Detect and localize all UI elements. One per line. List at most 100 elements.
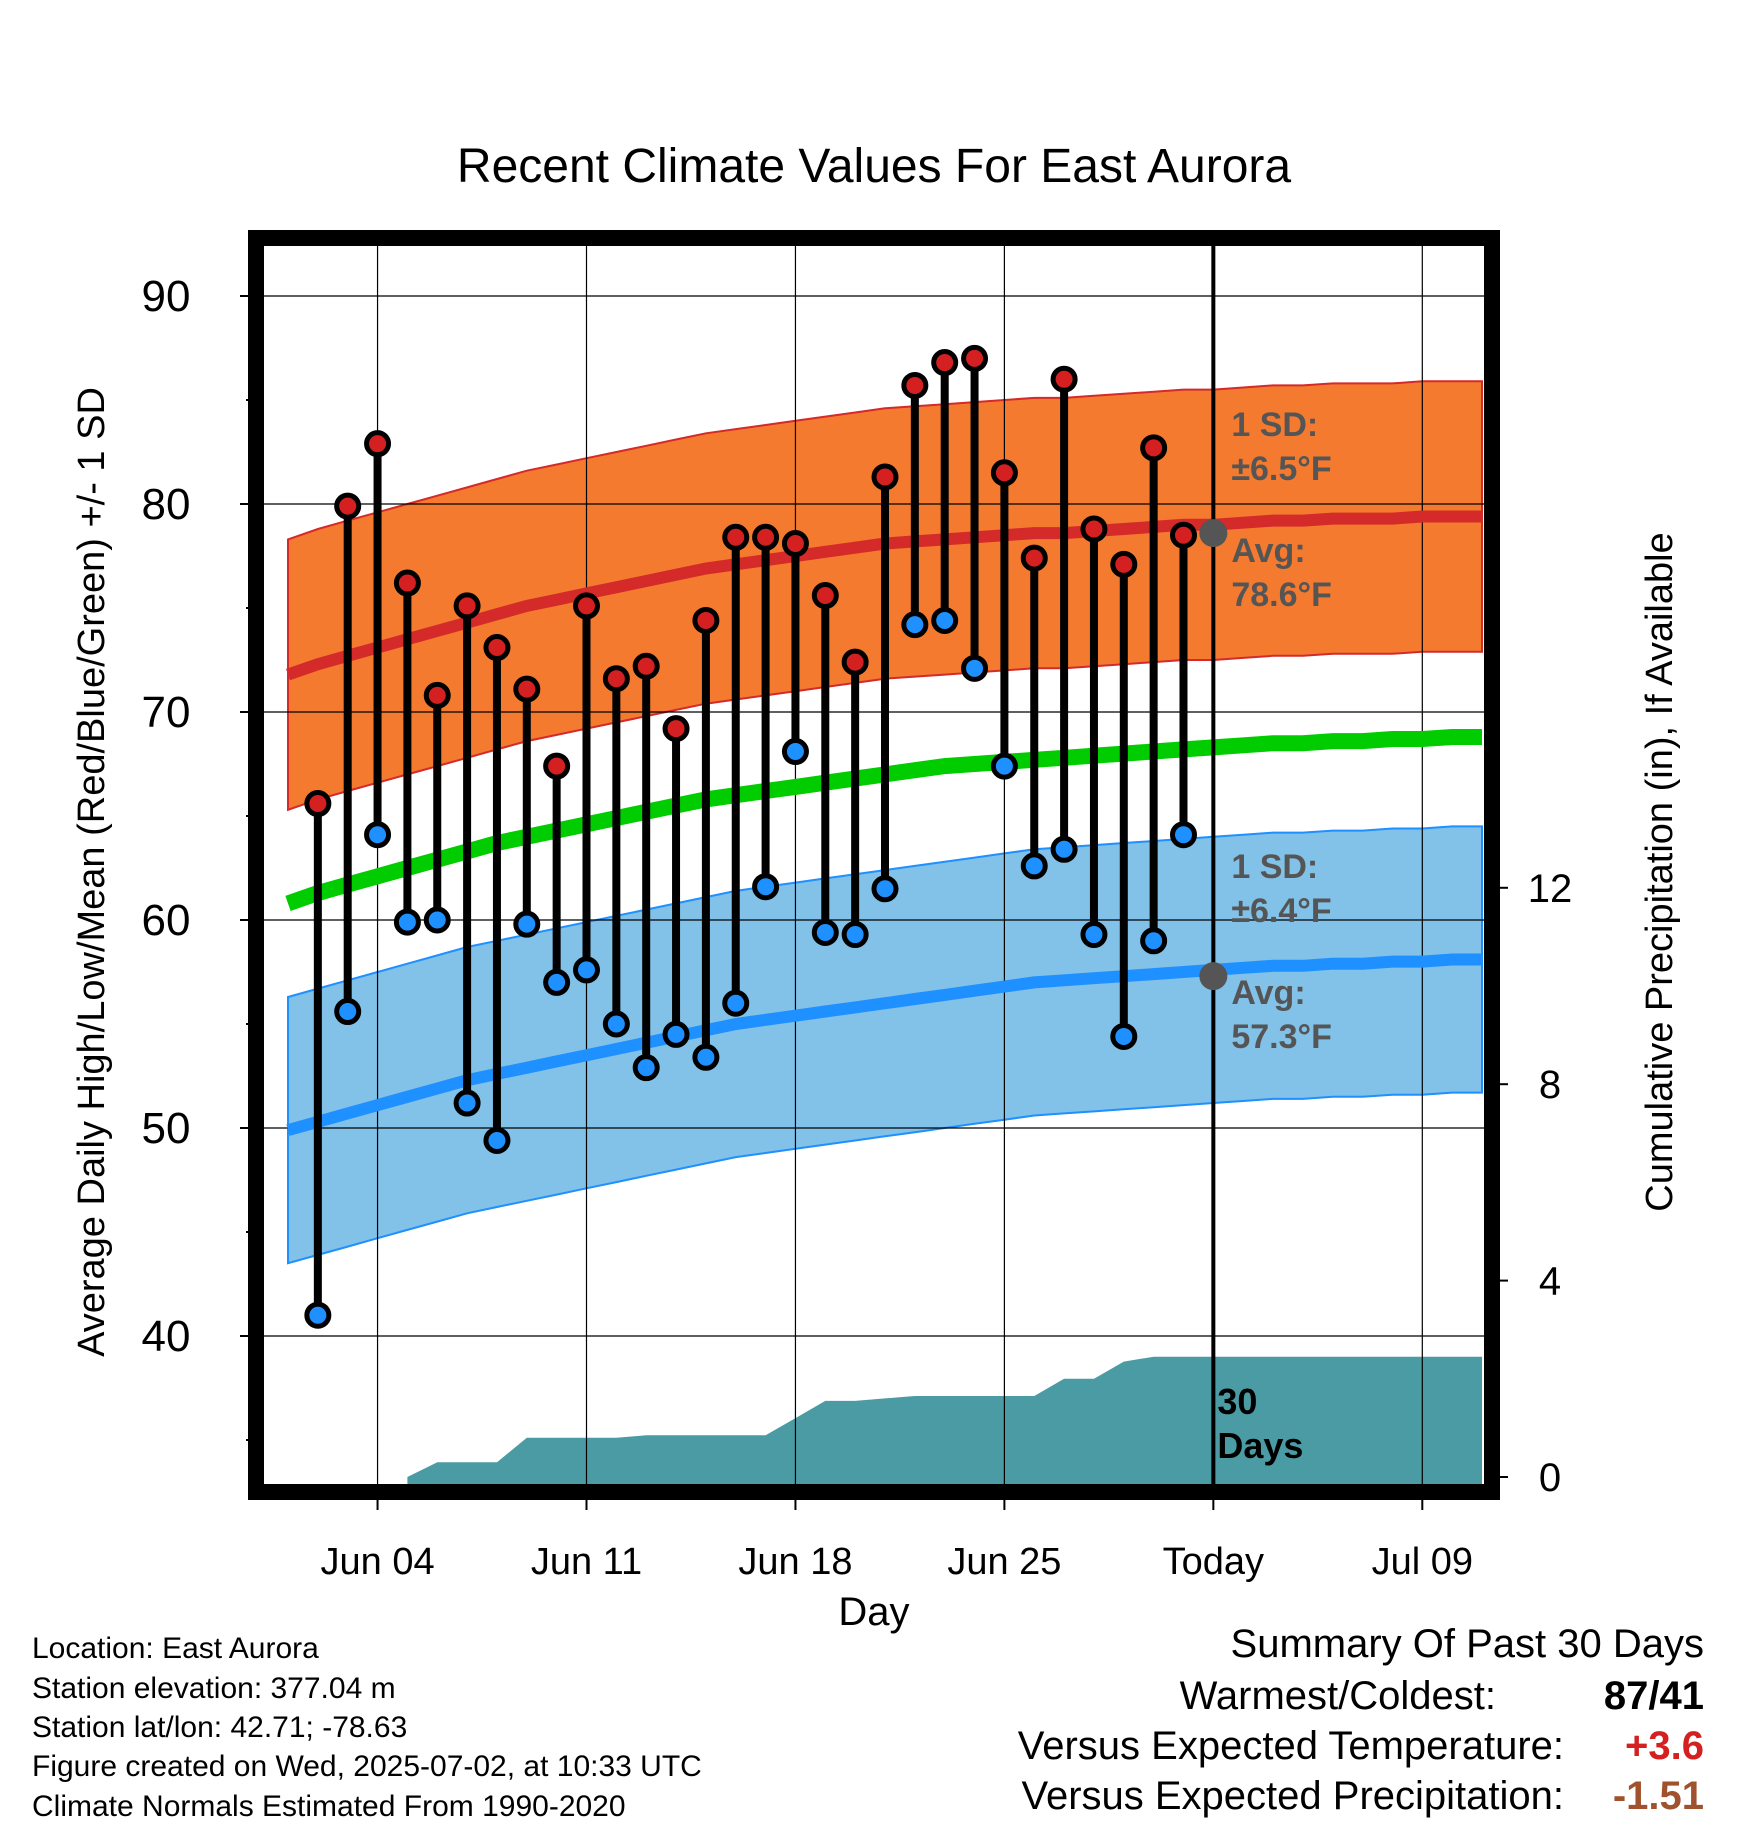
- observed-low-point: [1080, 921, 1108, 949]
- low-sd-value: ±6.4°F: [1231, 892, 1331, 930]
- observed-low-point: [722, 989, 750, 1017]
- y2-tick-label: 4: [1539, 1260, 1561, 1304]
- summary-warmest-value: 87/41: [1603, 1674, 1704, 1718]
- observed-low-point: [931, 606, 959, 634]
- observed-low-point: [543, 968, 571, 996]
- summary-precip-value: -1.51: [1612, 1774, 1704, 1818]
- observed-high-point: [662, 715, 690, 743]
- observed-low-point: [990, 752, 1018, 780]
- y-tick-label: 40: [142, 1312, 191, 1361]
- observed-high-point: [304, 790, 332, 818]
- low-normal-line: [286, 953, 1482, 1136]
- observed-high-point: [632, 652, 660, 680]
- observed-high-point: [931, 349, 959, 377]
- high-sd-value: ±6.5°F: [1231, 450, 1331, 488]
- observed-high-point: [1170, 521, 1197, 549]
- observed-low-point: [781, 738, 809, 766]
- observed-high-point: [573, 592, 600, 620]
- info-elevation: Station elevation: 377.04 m: [32, 1672, 396, 1705]
- precip-area: [407, 1356, 1482, 1484]
- observed-high-point: [1140, 434, 1168, 462]
- high-avg-value: 78.6°F: [1231, 576, 1332, 614]
- today-high-avg-marker: [1199, 519, 1228, 548]
- observed-high-point: [901, 371, 929, 399]
- observed-low-point: [602, 1010, 630, 1038]
- summary-warmest-label: Warmest/Coldest:: [1179, 1674, 1496, 1718]
- observed-low-point: [1140, 927, 1168, 955]
- observed-high-point: [423, 681, 451, 709]
- y2-tick-label: 12: [1528, 867, 1573, 911]
- high-avg-title: Avg:: [1231, 532, 1305, 570]
- y-tick-label: 60: [142, 896, 191, 945]
- observed-high-point: [364, 430, 392, 458]
- observed-low-point: [1110, 1022, 1138, 1050]
- observed-low-point: [364, 821, 392, 849]
- summary-title: Summary Of Past 30 Days: [1230, 1622, 1704, 1666]
- today-low-avg-marker: [1199, 962, 1228, 991]
- info-location: Location: East Aurora: [32, 1632, 319, 1665]
- y-tick-label: 90: [142, 272, 191, 321]
- summary-temp-label: Versus Expected Temperature:: [1017, 1724, 1564, 1768]
- observed-high-point: [543, 752, 571, 780]
- high-sd-title: 1 SD:: [1231, 406, 1318, 444]
- observed-high-point: [1080, 515, 1108, 543]
- chart-title: Recent Climate Values For East Aurora: [457, 140, 1291, 193]
- observed-high-point: [483, 634, 511, 662]
- observed-low-point: [692, 1043, 720, 1071]
- y2-tick-label: 0: [1539, 1456, 1561, 1500]
- observed-high-point: [990, 459, 1018, 487]
- observed-high-point: [961, 344, 989, 372]
- observed-high-point: [871, 463, 899, 491]
- summary-precip-label: Versus Expected Precipitation:: [1021, 1774, 1564, 1818]
- observed-low-point: [871, 875, 899, 903]
- summary-temp-value: +3.6: [1625, 1724, 1704, 1768]
- observed-high-point: [453, 592, 481, 620]
- x-tick-label: Today: [1163, 1541, 1264, 1583]
- observed-high-point: [752, 523, 780, 551]
- plot-frame: [248, 230, 1500, 1500]
- x-tick-label: Jun 11: [531, 1541, 642, 1583]
- observed-low-point: [453, 1089, 481, 1117]
- observed-low-point: [513, 910, 541, 938]
- observed-high-point: [841, 648, 869, 676]
- low-avg-value: 57.3°F: [1231, 1018, 1332, 1056]
- observed-high-point: [513, 675, 541, 703]
- info-created: Figure created on Wed, 2025-07-02, at 10…: [32, 1750, 702, 1783]
- observed-low-point: [573, 956, 600, 984]
- observed-high-point: [1110, 550, 1138, 578]
- plot-inner: [264, 246, 1484, 1484]
- x-tick-label: Jun 04: [321, 1541, 435, 1583]
- observed-low-point: [393, 908, 421, 936]
- observed-low-point: [1020, 852, 1048, 880]
- observed-high-point: [692, 606, 720, 634]
- y-axis-label: Average Daily High/Low/Mean (Red/Blue/Gr…: [71, 387, 113, 1357]
- x-tick-label: Jun 18: [738, 1541, 852, 1583]
- info-normals: Climate Normals Estimated From 1990-2020: [32, 1790, 626, 1823]
- x-tick-label: Jun 25: [947, 1541, 1061, 1583]
- observed-high-point: [722, 523, 750, 551]
- observed-high-point: [811, 582, 839, 610]
- observed-low-point: [632, 1054, 660, 1082]
- observed-low-point: [841, 921, 869, 949]
- y-tick-label: 80: [142, 480, 191, 529]
- observed-low-point: [961, 654, 989, 682]
- x-tick-label: Jul 09: [1372, 1541, 1473, 1583]
- observed-low-point: [901, 611, 929, 639]
- y-tick-label: 70: [142, 688, 191, 737]
- low-sd-title: 1 SD:: [1231, 848, 1318, 886]
- observed-low-point: [1050, 835, 1078, 863]
- observed-low-point: [811, 918, 839, 946]
- observed-low-point: [1170, 821, 1197, 849]
- low-avg-title: Avg:: [1231, 974, 1305, 1012]
- precip-days-label: Days: [1217, 1425, 1303, 1466]
- y2-axis-label: Cumulative Precipitation (in), If Availa…: [1639, 532, 1681, 1211]
- observed-low-point: [483, 1126, 511, 1154]
- observed-high-point: [1020, 544, 1048, 572]
- observed-low-point: [752, 873, 780, 901]
- y-tick-label: 50: [142, 1104, 191, 1153]
- observed-low-point: [334, 998, 362, 1026]
- info-latlon: Station lat/lon: 42.71; -78.63: [32, 1711, 408, 1744]
- observed-high-point: [334, 492, 362, 520]
- precip-days-count: 30: [1217, 1381, 1257, 1422]
